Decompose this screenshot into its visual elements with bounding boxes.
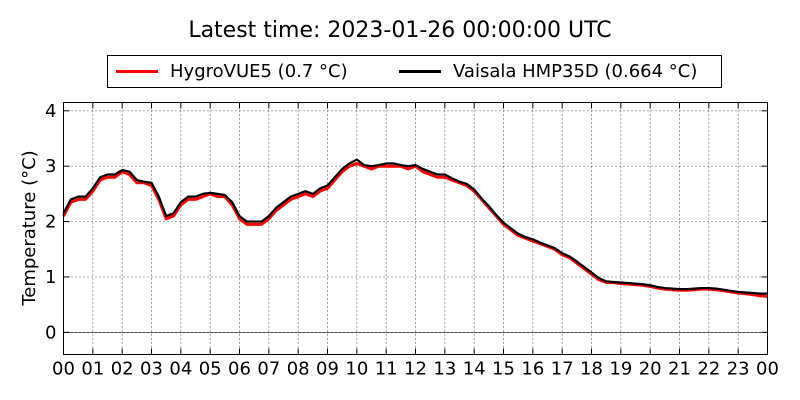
x-tick-label: 02	[111, 359, 134, 380]
x-tick-label: 20	[639, 359, 662, 380]
x-tick-label: 00	[52, 359, 75, 380]
y-tick-label: 2	[45, 212, 56, 233]
series-layer	[62, 158, 768, 298]
x-tick-label: 15	[492, 359, 515, 380]
legend-label-vaisala: Vaisala HMP35D (0.664 °C)	[453, 61, 698, 82]
x-tick-label: 12	[404, 359, 427, 380]
y-tick-label: 1	[45, 267, 56, 288]
x-tick-label: 16	[521, 359, 544, 380]
series-line-1	[62, 158, 768, 295]
legend-swatch-vaisala	[399, 70, 441, 73]
x-tick-label: 21	[668, 359, 691, 380]
x-tick-label: 23	[727, 359, 750, 380]
legend-label-hygrovue5: HygroVUE5 (0.7 °C)	[170, 61, 348, 82]
x-tick-label: 05	[199, 359, 222, 380]
x-tick-label: 01	[81, 359, 104, 380]
y-tick-label: 0	[45, 322, 56, 343]
x-tick-label: 00	[756, 359, 779, 380]
x-tick-label: 19	[609, 359, 632, 380]
legend-item-vaisala: Vaisala HMP35D (0.664 °C)	[399, 56, 697, 87]
x-tick-label: 03	[140, 359, 163, 380]
legend-swatch-hygrovue5	[116, 70, 158, 73]
chart-legend: HygroVUE5 (0.7 °C) Vaisala HMP35D (0.664…	[107, 55, 722, 88]
x-tick-label: 04	[169, 359, 192, 380]
y-tick-label: 4	[45, 101, 56, 122]
x-tick-label: 07	[257, 359, 280, 380]
tick-layer: 00 01 02 03 04 05 06 07 08 09 10 11 12 13 14 15 16 17 18 19…	[45, 101, 779, 380]
x-tick-label: 10	[345, 359, 368, 380]
legend-item-hygrovue5: HygroVUE5 (0.7 °C)	[116, 56, 348, 87]
x-tick-label: 17	[551, 359, 574, 380]
chart-title: Latest time: 2023-01-26 00:00:00 UTC	[188, 18, 612, 43]
x-tick-label: 11	[375, 359, 398, 380]
x-tick-label: 13	[433, 359, 456, 380]
x-tick-label: 14	[463, 359, 486, 380]
x-tick-label: 18	[580, 359, 603, 380]
x-tick-label: 06	[228, 359, 251, 380]
y-tick-label: 3	[45, 156, 56, 177]
x-tick-label: 08	[287, 359, 310, 380]
grid-layer	[63, 102, 768, 355]
plot-frame	[63, 102, 768, 355]
x-tick-label: 09	[316, 359, 339, 380]
x-tick-label: 22	[697, 359, 720, 380]
y-axis-label: Temperature (°C)	[19, 150, 40, 306]
